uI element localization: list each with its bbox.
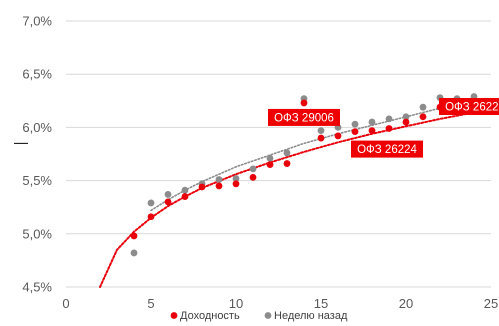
x-tick-label: 10: [229, 296, 243, 311]
point-yield: [130, 232, 138, 240]
point-week-ago: [215, 176, 223, 183]
x-tick-label: 25: [484, 296, 498, 311]
point-yield: [215, 182, 223, 190]
point-week-ago: [317, 127, 325, 134]
y-tick-label: 5,0%: [22, 226, 52, 241]
y-tick-label: 4,5%: [22, 280, 52, 295]
point-yield: [198, 183, 206, 191]
point-yield: [385, 125, 393, 132]
annotation-label: ОФЗ 26221: [439, 97, 499, 115]
point-yield: [283, 160, 291, 167]
point-week-ago: [368, 118, 376, 126]
point-week-ago: [385, 115, 393, 123]
trend-lines: [99, 100, 475, 288]
point-yield: [181, 193, 189, 200]
legend-marker: [170, 312, 178, 319]
point-week-ago: [419, 103, 427, 111]
point-yield: [419, 113, 427, 121]
y-tick-label: 5,5%: [22, 173, 52, 188]
x-tick-label: 20: [399, 296, 413, 311]
x-tick-label: 0: [62, 296, 69, 311]
annotation-box: [351, 140, 423, 158]
x-axis-tick-labels: 0 5 10 15 20 25: [62, 296, 498, 311]
point-week-ago: [147, 199, 155, 207]
annotation-box: [439, 97, 499, 115]
point-yield: [300, 99, 308, 107]
point-week-ago: [164, 191, 172, 198]
annotation-text: ОФЗ 29006: [274, 112, 334, 124]
y-tick-label: 7,0%: [22, 14, 52, 29]
point-yield: [249, 174, 257, 181]
trend-line-yield: [99, 111, 475, 288]
x-tick-label: 5: [147, 296, 154, 311]
gridlines: [14, 20, 491, 288]
point-yield: [164, 198, 172, 206]
point-yield: [317, 134, 325, 142]
legend: Доходность Неделю назад: [170, 310, 348, 322]
legend-label: Неделю назад: [274, 310, 348, 322]
point-week-ago: [266, 154, 274, 162]
point-yield: [368, 127, 376, 134]
point-week-ago: [402, 113, 410, 121]
y-axis-tick-labels: 4,5% 5,0% 5,5% 6,0% 6,5% 7,0%: [22, 14, 52, 295]
annotation-text: ОФЗ 26221: [445, 101, 499, 113]
y-tick-label: 6,5%: [22, 67, 52, 82]
point-week-ago: [283, 149, 291, 157]
legend-label: Доходность: [180, 310, 240, 322]
point-week-ago: [232, 175, 240, 182]
legend-marker: [264, 312, 272, 319]
point-week-ago: [249, 165, 257, 173]
y-tick-label: 6,0%: [22, 120, 52, 135]
point-week-ago: [130, 249, 138, 257]
point-week-ago: [181, 186, 189, 194]
annotation-label: ОФЗ 29006: [268, 108, 340, 126]
point-yield: [402, 118, 410, 126]
point-week-ago: [351, 120, 359, 128]
point-yield: [334, 132, 342, 140]
x-tick-label: 15: [314, 296, 328, 311]
legend-item-yield: Доходность: [170, 310, 240, 322]
legend-item-week-ago: Неделю назад: [264, 310, 348, 322]
annotation-text: ОФЗ 26224: [357, 144, 417, 156]
point-yield: [232, 180, 240, 188]
point-yield: [351, 128, 359, 136]
annotation-box: [268, 108, 340, 126]
point-yield: [147, 213, 155, 221]
bond-annotations: ОФЗ 29006 ОФЗ 26224 ОФЗ 26221: [268, 97, 499, 158]
annotation-label: ОФЗ 26224: [351, 140, 423, 158]
point-yield: [266, 161, 274, 169]
